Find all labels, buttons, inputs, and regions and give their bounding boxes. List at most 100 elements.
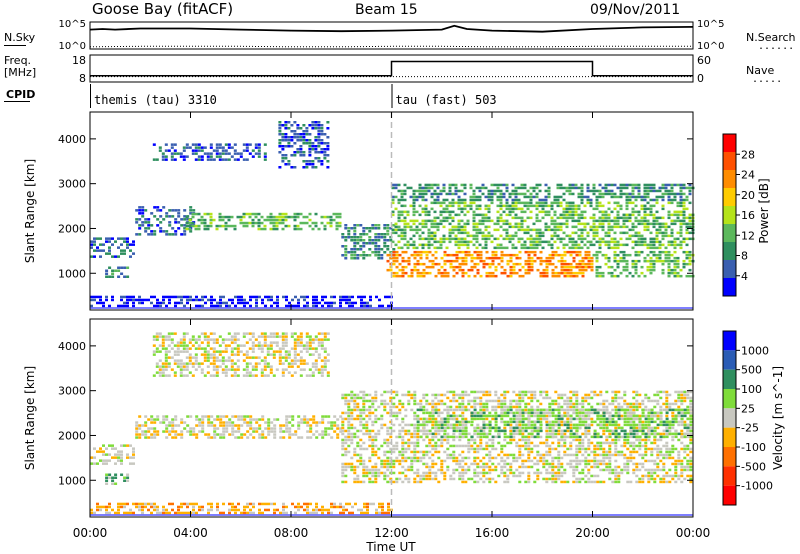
heatmap-cell <box>227 338 231 341</box>
heatmap-cell <box>191 356 195 359</box>
heatmap-cell <box>284 154 288 157</box>
heatmap-cell <box>159 215 163 218</box>
heatmap-cell <box>297 424 301 427</box>
heatmap-cell <box>463 192 467 196</box>
heatmap-cell <box>170 146 174 149</box>
heatmap-cell <box>212 338 216 341</box>
heatmap-cell <box>557 420 561 424</box>
heatmap-cell <box>386 426 390 430</box>
heatmap-cell <box>613 195 617 199</box>
heatmap-cell <box>309 424 313 427</box>
heatmap-cell <box>500 259 504 263</box>
heatmap-cell <box>392 450 396 454</box>
heatmap-cell <box>150 295 153 299</box>
heatmap-cell <box>158 365 162 368</box>
heatmap-cell <box>275 368 279 371</box>
heatmap-cell <box>517 198 521 202</box>
heatmap-cell <box>643 225 647 229</box>
heatmap-cell <box>284 121 288 124</box>
heatmap-cell <box>403 216 407 220</box>
heatmap-cell <box>448 201 452 205</box>
heatmap-cell <box>185 227 189 231</box>
heatmap-cell <box>320 127 324 130</box>
heatmap-cell <box>482 390 486 394</box>
heatmap-cell <box>362 405 366 409</box>
heatmap-cell <box>571 243 575 247</box>
heatmap-cell <box>377 233 381 236</box>
heatmap-cell <box>436 225 440 229</box>
heatmap-cell <box>108 275 112 278</box>
heatmap-cell <box>171 418 175 421</box>
heatmap-cell <box>174 230 178 233</box>
heatmap-cell <box>544 228 548 232</box>
heatmap-cell <box>445 219 449 223</box>
heatmap-cell <box>484 234 488 238</box>
heatmap-cell <box>165 212 169 215</box>
heatmap-cell <box>291 415 295 418</box>
heatmap-cell <box>628 183 632 187</box>
heatmap-cell <box>508 192 512 196</box>
heatmap-cell <box>658 256 662 260</box>
heatmap-cell <box>562 237 566 241</box>
heatmap-cell <box>655 234 659 238</box>
heatmap-cell <box>449 453 453 457</box>
heatmap-cell <box>682 210 686 214</box>
heatmap-cell <box>559 240 563 244</box>
heatmap-cell <box>290 166 294 169</box>
heatmap-cell <box>548 411 552 415</box>
heatmap-cell <box>356 402 360 406</box>
heatmap-cell <box>512 456 516 460</box>
heatmap-cell <box>580 192 584 196</box>
heatmap-cell <box>243 301 246 305</box>
heatmap-cell <box>377 429 381 433</box>
heatmap-cell <box>545 468 549 472</box>
heatmap-cell <box>242 212 246 216</box>
heatmap-cell <box>505 246 509 250</box>
heatmap-cell <box>407 262 411 266</box>
heatmap-cell <box>215 155 219 158</box>
heatmap-cell <box>254 146 258 149</box>
heatmap-cell <box>518 405 522 409</box>
heatmap-cell <box>437 423 441 427</box>
cpid-divider <box>391 84 393 108</box>
heatmap-cell <box>460 228 464 232</box>
heatmap-cell <box>374 254 378 257</box>
heatmap-cell <box>392 447 396 451</box>
heatmap-cell <box>446 274 450 278</box>
heatmap-cell <box>341 474 345 478</box>
heatmap-cell <box>562 243 566 247</box>
heatmap-cell <box>189 427 193 430</box>
heatmap-cell <box>236 152 240 155</box>
heatmap-cell <box>353 224 357 227</box>
heatmap-cell <box>568 237 572 241</box>
heatmap-cell <box>526 246 530 250</box>
heatmap-cell <box>311 142 315 145</box>
heatmap-cell <box>592 243 596 247</box>
heatmap-cell <box>189 298 192 302</box>
heatmap-cell <box>461 402 465 406</box>
heatmap-cell <box>260 368 264 371</box>
heatmap-cell <box>344 453 348 457</box>
heatmap-cell <box>575 262 579 266</box>
heatmap-cell <box>473 256 477 260</box>
heatmap-cell <box>311 371 315 374</box>
heatmap-cell <box>637 231 641 235</box>
heatmap-cell <box>484 225 488 229</box>
heatmap-cell <box>419 417 423 421</box>
heatmap-cell <box>436 240 440 244</box>
heatmap-cell <box>330 295 333 299</box>
heatmap-cell <box>305 142 309 145</box>
heatmap-cell <box>230 359 234 362</box>
heatmap-cell <box>446 408 450 412</box>
heatmap-cell <box>165 304 168 308</box>
heatmap-cell <box>231 298 234 302</box>
heatmap-cell <box>329 215 333 219</box>
heatmap-cell <box>401 480 405 484</box>
heatmap-cell <box>473 250 477 254</box>
heatmap-cell <box>413 390 417 394</box>
heatmap-cell <box>302 136 306 139</box>
heatmap-cell <box>386 468 390 472</box>
heatmap-cell <box>427 237 431 241</box>
heatmap-cell <box>545 462 549 466</box>
heatmap-cell <box>622 219 626 223</box>
